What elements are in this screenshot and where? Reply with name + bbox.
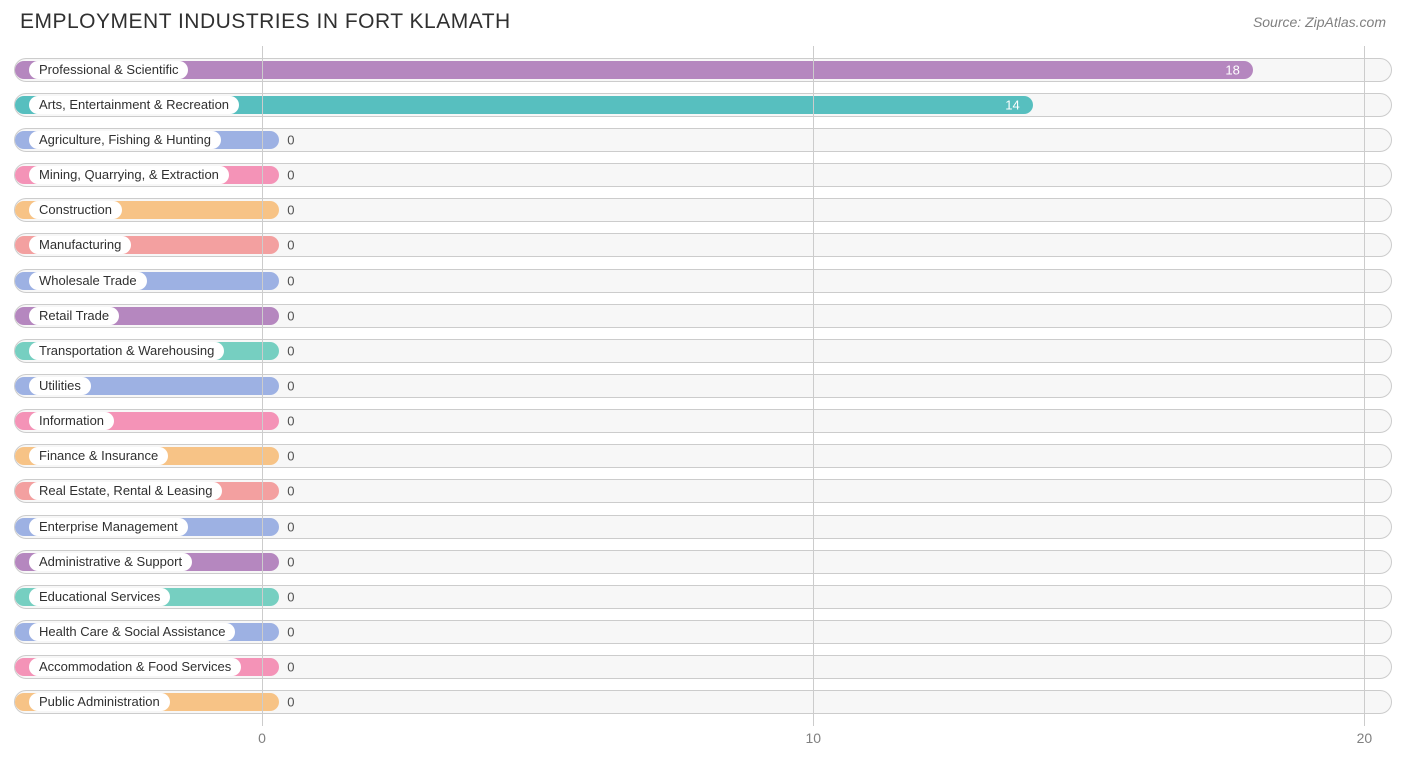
bar-row: Health Care & Social Assistance 0 (14, 620, 1392, 644)
bar-row: Professional & Scientific 18 (14, 58, 1392, 82)
chart-header: EMPLOYMENT INDUSTRIES IN FORT KLAMATH So… (0, 0, 1406, 36)
bar-label: Manufacturing (29, 236, 131, 254)
bar-label: Agriculture, Fishing & Hunting (29, 131, 221, 149)
bar-row: Retail Trade 0 (14, 304, 1392, 328)
bar-row: Accommodation & Food Services 0 (14, 655, 1392, 679)
bar-row: Real Estate, Rental & Leasing 0 (14, 479, 1392, 503)
bar-label: Professional & Scientific (29, 61, 188, 79)
bar-row: Agriculture, Fishing & Hunting 0 (14, 128, 1392, 152)
gridline (813, 46, 814, 726)
bar-row: Transportation & Warehousing 0 (14, 339, 1392, 363)
gridline (1364, 46, 1365, 726)
bar-row: Wholesale Trade 0 (14, 269, 1392, 293)
bar-row: Educational Services 0 (14, 585, 1392, 609)
bar-row: Utilities 0 (14, 374, 1392, 398)
bar-label: Public Administration (29, 693, 170, 711)
bar-value: 0 (287, 449, 294, 464)
bar-value: 0 (287, 308, 294, 323)
bar-label: Arts, Entertainment & Recreation (29, 96, 239, 114)
bar-value: 0 (287, 273, 294, 288)
bar-label: Health Care & Social Assistance (29, 623, 235, 641)
chart-plot: Professional & Scientific 18 Arts, Enterta… (14, 46, 1392, 726)
chart-bars: Professional & Scientific 18 Arts, Enterta… (14, 46, 1392, 726)
bar-label: Construction (29, 201, 122, 219)
bar-row: Administrative & Support 0 (14, 550, 1392, 574)
chart-source: Source: ZipAtlas.com (1253, 14, 1386, 30)
bar-row: Public Administration 0 (14, 690, 1392, 714)
bar-row: Manufacturing 0 (14, 233, 1392, 257)
bar-label: Information (29, 412, 114, 430)
bar-label: Administrative & Support (29, 553, 192, 571)
bar-label: Finance & Insurance (29, 447, 168, 465)
x-tick-label: 20 (1357, 730, 1373, 746)
bar-value: 0 (287, 554, 294, 569)
bar-label: Wholesale Trade (29, 272, 147, 290)
bar-value: 0 (287, 589, 294, 604)
bar-value: 0 (287, 695, 294, 710)
bar-value: 0 (287, 519, 294, 534)
x-tick-label: 10 (805, 730, 821, 746)
bar-value: 0 (287, 625, 294, 640)
chart-title: EMPLOYMENT INDUSTRIES IN FORT KLAMATH (20, 10, 511, 34)
bar-value: 18 (1225, 62, 1381, 77)
bar-value: 14 (1005, 97, 1381, 112)
bar-value: 0 (287, 378, 294, 393)
bar-row: Mining, Quarrying, & Extraction 0 (14, 163, 1392, 187)
bar-fill (15, 61, 1253, 79)
bar-value: 0 (287, 132, 294, 147)
x-axis: 0 10 20 (14, 728, 1392, 750)
bar-value: 0 (287, 660, 294, 675)
gridline (262, 46, 263, 726)
bar-label: Transportation & Warehousing (29, 342, 224, 360)
bar-row: Finance & Insurance 0 (14, 444, 1392, 468)
bar-label: Educational Services (29, 588, 170, 606)
bar-value: 0 (287, 484, 294, 499)
bar-row: Enterprise Management 0 (14, 515, 1392, 539)
bar-row: Information 0 (14, 409, 1392, 433)
bar-label: Retail Trade (29, 307, 119, 325)
bar-row: Arts, Entertainment & Recreation 14 (14, 93, 1392, 117)
bar-value: 0 (287, 414, 294, 429)
bar-value: 0 (287, 238, 294, 253)
bar-label: Mining, Quarrying, & Extraction (29, 166, 229, 184)
bar-row: Construction 0 (14, 198, 1392, 222)
bar-label: Enterprise Management (29, 518, 188, 536)
bar-label: Utilities (29, 377, 91, 395)
chart-area: Professional & Scientific 18 Arts, Enterta… (14, 46, 1392, 746)
bar-value: 0 (287, 203, 294, 218)
bar-label: Real Estate, Rental & Leasing (29, 482, 222, 500)
x-tick-label: 0 (258, 730, 266, 746)
bar-value: 0 (287, 168, 294, 183)
bar-value: 0 (287, 343, 294, 358)
bar-label: Accommodation & Food Services (29, 658, 241, 676)
